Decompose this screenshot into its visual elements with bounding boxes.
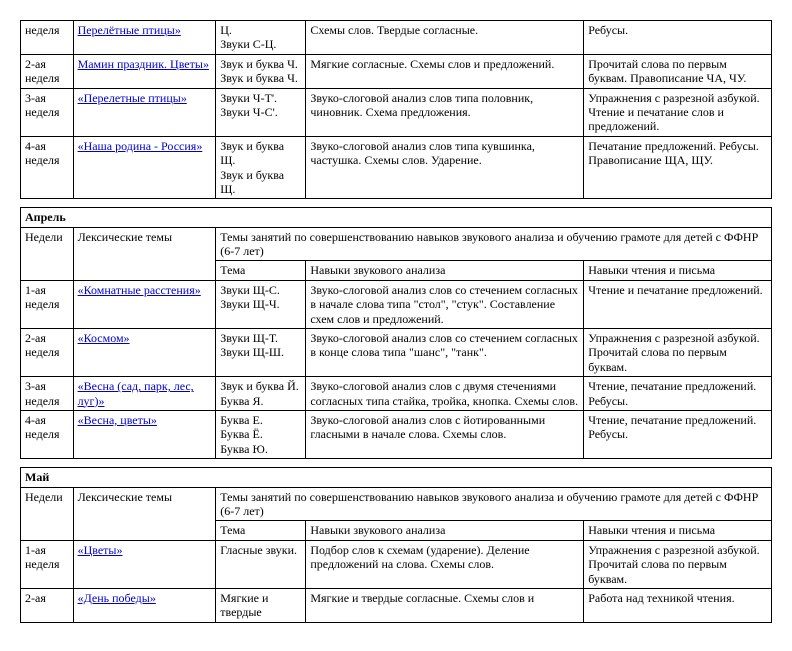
header-main: Темы занятий по совершенствованию навыко… <box>216 487 772 521</box>
tema-cell: Гласные звуки. <box>216 540 306 588</box>
month-title: Май <box>21 468 772 487</box>
table-row: 2-ая неделя Мамин праздник. Цветы» Звук и … <box>21 54 772 88</box>
week-cell: 3-ая неделя <box>21 377 74 411</box>
topic-link[interactable]: «Перелетные птицы» <box>78 91 187 105</box>
week-cell: 3-ая неделя <box>21 88 74 136</box>
tema-cell: Буква Е. Буква Ё. Буква Ю. <box>216 410 306 458</box>
table-row: 1-ая неделя «Комнатные расстения» Звуки Щ-… <box>21 280 772 328</box>
topic-link[interactable]: «День победы» <box>78 591 156 605</box>
topic-cell: «Весна (сад, парк, лес, луг)» <box>73 377 216 411</box>
topic-cell: «Перелетные птицы» <box>73 88 216 136</box>
table-row: 2-ая «День победы» Мягкие и твердыеМягкие … <box>21 588 772 622</box>
skills-cell: Звуко-слоговой анализ слов со стечением … <box>306 329 584 377</box>
skills-cell: Звуко-слоговой анализ слов с йотированны… <box>306 410 584 458</box>
table-row: неделя Перелётные птицы» Ц. Звуки С-Ц.Схем… <box>21 21 772 55</box>
tema-cell: Звуки Щ-С. Звуки Щ-Ч. <box>216 280 306 328</box>
skills-cell: Мягкие и твердые согласные. Схемы слов и <box>306 588 584 622</box>
topic-cell: «Космом» <box>73 329 216 377</box>
schedule-table-may: Май Недели Лексические темы Темы занятий… <box>20 467 772 623</box>
skills-cell: Звуко-слоговой анализ слов типа половник… <box>306 88 584 136</box>
week-cell: 1-ая неделя <box>21 280 74 328</box>
skills-cell: Схемы слов. Твердые согласные. <box>306 21 584 55</box>
header-tema: Тема <box>216 521 306 540</box>
header-tema: Тема <box>216 261 306 280</box>
week-cell: неделя <box>21 21 74 55</box>
tema-cell: Мягкие и твердые <box>216 588 306 622</box>
header-skills: Навыки звукового анализа <box>306 261 584 280</box>
header-week: Недели <box>21 487 74 540</box>
topic-cell: «Наша родина - Россия» <box>73 136 216 199</box>
reading-cell: Чтение и печатание предложений. <box>584 280 772 328</box>
topic-link[interactable]: «Весна (сад, парк, лес, луг)» <box>78 379 194 407</box>
table-row: 2-ая неделя «Космом» Звуки Щ-Т. Звуки Щ-Ш.… <box>21 329 772 377</box>
topic-link[interactable]: «Комнатные расстения» <box>78 283 201 297</box>
skills-cell: Звуко-слоговой анализ слов со стечением … <box>306 280 584 328</box>
topic-link[interactable]: «Цветы» <box>78 543 123 557</box>
reading-cell: Ребусы. <box>584 21 772 55</box>
reading-cell: Чтение, печатание предложений. Ребусы. <box>584 377 772 411</box>
week-cell: 2-ая <box>21 588 74 622</box>
skills-cell: Звуко-слоговой анализ слов с двумя стече… <box>306 377 584 411</box>
week-cell: 4-ая неделя <box>21 136 74 199</box>
tema-cell: Звук и буква Щ. Звук и буква Щ. <box>216 136 306 199</box>
table-row: 1-ая неделя «Цветы» Гласные звуки.Подбор с… <box>21 540 772 588</box>
week-cell: 4-ая неделя <box>21 410 74 458</box>
table-row: 4-ая неделя «Наша родина - Россия» Звук и … <box>21 136 772 199</box>
skills-cell: Звуко-слоговой анализ слов типа кувшинка… <box>306 136 584 199</box>
header-week: Недели <box>21 227 74 280</box>
topic-link[interactable]: «Наша родина - Россия» <box>78 139 203 153</box>
reading-cell: Прочитай слова по первым буквам. Правопи… <box>584 54 772 88</box>
reading-cell: Упражнения с разрезной азбукой. Прочитай… <box>584 540 772 588</box>
topic-link[interactable]: «Космом» <box>78 331 130 345</box>
week-cell: 1-ая неделя <box>21 540 74 588</box>
tema-cell: Звук и буква Ч. Звук и буква Ч. <box>216 54 306 88</box>
tema-cell: Ц. Звуки С-Ц. <box>216 21 306 55</box>
topic-cell: Мамин праздник. Цветы» <box>73 54 216 88</box>
reading-cell: Работа над техникой чтения. <box>584 588 772 622</box>
reading-cell: Упражнения с разрезной азбукой. Чтение и… <box>584 88 772 136</box>
topic-link[interactable]: «Весна, цветы» <box>78 413 157 427</box>
header-skills: Навыки звукового анализа <box>306 521 584 540</box>
topic-link[interactable]: Мамин праздник. Цветы» <box>78 57 209 71</box>
skills-cell: Мягкие согласные. Схемы слов и предложен… <box>306 54 584 88</box>
week-cell: 2-ая неделя <box>21 329 74 377</box>
table-row: 3-ая неделя«Весна (сад, парк, лес, луг)»… <box>21 377 772 411</box>
table-row: 3-ая неделя «Перелетные птицы» Звуки Ч-Т'.… <box>21 88 772 136</box>
header-topics: Лексические темы <box>73 227 216 280</box>
topic-cell: «Комнатные расстения» <box>73 280 216 328</box>
tema-cell: Звук и буква Й. Буква Я. <box>216 377 306 411</box>
tema-cell: Звуки Ч-Т'. Звуки Ч-С'. <box>216 88 306 136</box>
reading-cell: Печатание предложений. Ребусы. Правописа… <box>584 136 772 199</box>
header-main: Темы занятий по совершенствованию навыко… <box>216 227 772 261</box>
reading-cell: Чтение, печатание предложений. Ребусы. <box>584 410 772 458</box>
header-topics: Лексические темы <box>73 487 216 540</box>
topic-cell: «Цветы» <box>73 540 216 588</box>
tema-cell: Звуки Щ-Т. Звуки Щ-Ш. <box>216 329 306 377</box>
schedule-table-march: неделя Перелётные птицы» Ц. Звуки С-Ц.Схем… <box>20 20 772 199</box>
topic-cell: «Весна, цветы» <box>73 410 216 458</box>
table-row: 4-ая неделя «Весна, цветы» Буква Е. Буква … <box>21 410 772 458</box>
schedule-table-april: Апрель Недели Лексические темы Темы заня… <box>20 207 772 459</box>
header-reading: Навыки чтения и письма <box>584 521 772 540</box>
topic-cell: «День победы» <box>73 588 216 622</box>
reading-cell: Упражнения с разрезной азбукой. Прочитай… <box>584 329 772 377</box>
month-title: Апрель <box>21 208 772 227</box>
topic-link[interactable]: Перелётные птицы» <box>78 23 181 37</box>
header-reading: Навыки чтения и письма <box>584 261 772 280</box>
skills-cell: Подбор слов к схемам (ударение). Деление… <box>306 540 584 588</box>
topic-cell: Перелётные птицы» <box>73 21 216 55</box>
week-cell: 2-ая неделя <box>21 54 74 88</box>
